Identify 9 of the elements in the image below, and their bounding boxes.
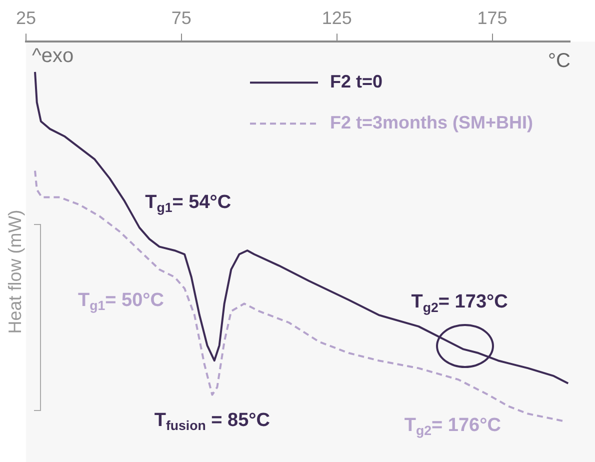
x-tick-label: 175 [477,8,508,28]
legend-label: F2 t=0 [330,72,383,92]
y-axis-title: Heat flow (mW) [4,210,25,334]
x-tick-label: 125 [322,8,352,28]
legend-label: F2 t=3months (SM+BHI) [330,112,534,133]
annotation: ^exo [32,45,74,68]
x-tick-label: 75 [171,8,192,28]
x-tick-label: 25 [16,8,36,28]
x-axis-title: °C [548,50,570,72]
